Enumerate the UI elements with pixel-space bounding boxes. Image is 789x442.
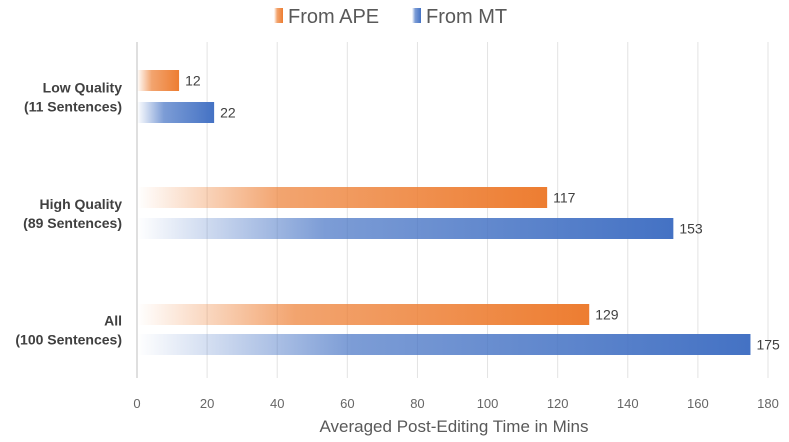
category-label-0-line-0: Low Quality	[43, 80, 123, 96]
legend: From APE From MT	[274, 6, 507, 28]
bars: 12 22 117 153 129 175	[137, 70, 780, 355]
x-tick-label-160: 160	[687, 396, 709, 411]
data-label-from-ape-2: 129	[595, 307, 619, 323]
x-tick-label-20: 20	[200, 396, 214, 411]
category-label-1-line-0: High Quality	[40, 196, 123, 212]
category-labels: Low Quality (11 Sentences) High Quality (89…	[15, 80, 122, 348]
x-axis-ticks: 0 20 40 60 80 100 120 140 160 180	[133, 396, 778, 411]
data-label-from-ape-1: 117	[553, 190, 576, 206]
bar-from-ape-2	[137, 304, 590, 325]
x-axis-title: Averaged Post-Editing Time in Mins	[320, 417, 589, 436]
x-tick-label-140: 140	[617, 396, 639, 411]
x-tick-label-60: 60	[340, 396, 354, 411]
legend-label-from-ape: From APE	[288, 6, 379, 28]
bar-from-ape-1	[137, 187, 548, 208]
category-label-0-line-1: (11 Sentences)	[24, 99, 122, 115]
category-label-2-line-0: All	[104, 313, 122, 329]
bar-from-ape-0	[137, 70, 180, 91]
data-label-from-ape-0: 12	[185, 73, 201, 89]
x-tick-label-40: 40	[270, 396, 284, 411]
legend-swatch-from-ape	[274, 8, 283, 23]
bar-from-mt-0	[137, 102, 215, 123]
legend-label-from-mt: From MT	[426, 6, 507, 28]
legend-swatch-from-mt	[412, 8, 421, 23]
x-tick-label-120: 120	[547, 396, 569, 411]
data-label-from-mt-0: 22	[220, 105, 236, 121]
bar-from-mt-2	[137, 334, 751, 355]
x-tick-label-80: 80	[410, 396, 424, 411]
x-tick-label-0: 0	[133, 396, 140, 411]
category-label-2-line-1: (100 Sentences)	[15, 332, 122, 348]
data-label-from-mt-1: 153	[679, 221, 703, 237]
bar-from-mt-1	[137, 218, 674, 239]
x-tick-label-180: 180	[757, 396, 779, 411]
gridlines	[136, 42, 769, 378]
category-label-1-line-1: (89 Sentences)	[23, 215, 122, 231]
x-tick-label-100: 100	[477, 396, 499, 411]
data-label-from-mt-2: 175	[756, 337, 780, 353]
